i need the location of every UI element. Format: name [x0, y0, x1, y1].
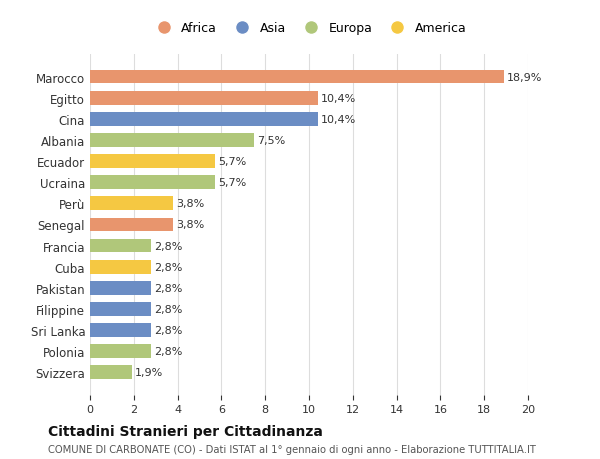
Text: COMUNE DI CARBONATE (CO) - Dati ISTAT al 1° gennaio di ogni anno - Elaborazione : COMUNE DI CARBONATE (CO) - Dati ISTAT al… [48, 444, 536, 454]
Bar [90, 176, 215, 190]
Text: 3,8%: 3,8% [176, 220, 205, 230]
Bar [90, 112, 318, 126]
Bar [90, 366, 131, 379]
Bar [90, 197, 173, 211]
Text: 18,9%: 18,9% [507, 73, 542, 82]
Bar [90, 345, 151, 358]
Bar [90, 92, 318, 105]
Bar [90, 71, 504, 84]
Bar [90, 260, 151, 274]
Text: 2,8%: 2,8% [155, 241, 183, 251]
Bar [90, 239, 151, 253]
Text: 10,4%: 10,4% [321, 94, 356, 103]
Text: 2,8%: 2,8% [155, 283, 183, 293]
Text: Cittadini Stranieri per Cittadinanza: Cittadini Stranieri per Cittadinanza [48, 425, 323, 438]
Bar [90, 218, 173, 232]
Text: 3,8%: 3,8% [176, 199, 205, 209]
Text: 2,8%: 2,8% [155, 304, 183, 314]
Text: 5,7%: 5,7% [218, 178, 247, 188]
Bar [90, 155, 215, 168]
Text: 5,7%: 5,7% [218, 157, 247, 167]
Bar [90, 302, 151, 316]
Text: 1,9%: 1,9% [135, 368, 163, 377]
Bar [90, 281, 151, 295]
Text: 7,5%: 7,5% [257, 135, 286, 146]
Bar [90, 324, 151, 337]
Text: 2,8%: 2,8% [155, 262, 183, 272]
Bar [90, 134, 254, 147]
Legend: Africa, Asia, Europa, America: Africa, Asia, Europa, America [146, 17, 472, 40]
Text: 2,8%: 2,8% [155, 347, 183, 356]
Text: 2,8%: 2,8% [155, 325, 183, 335]
Text: 10,4%: 10,4% [321, 115, 356, 124]
